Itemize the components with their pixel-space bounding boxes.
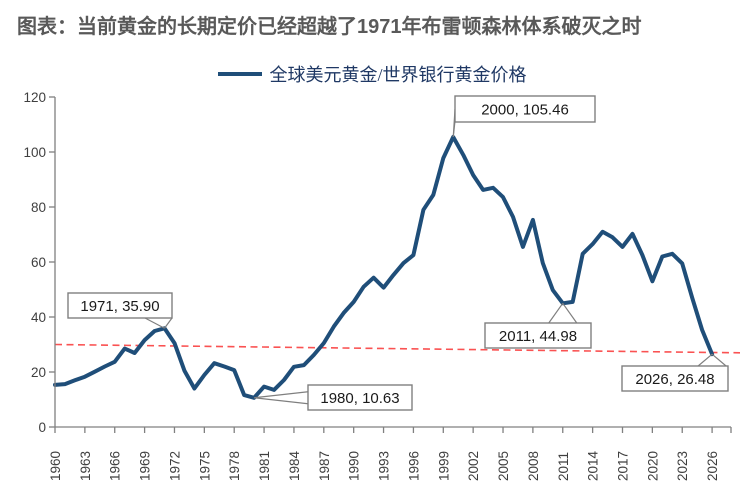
x-axis-tick-label: 1987 xyxy=(317,451,332,481)
callout-leader-line xyxy=(548,302,564,324)
trend-dashed-line xyxy=(54,343,741,354)
legend-line-swatch xyxy=(217,72,262,76)
x-axis-tick-label: 1960 xyxy=(48,451,63,481)
callout-box xyxy=(307,384,413,411)
y-axis-tick-label: 20 xyxy=(31,365,46,380)
x-axis-tick-label: 1978 xyxy=(227,451,242,481)
y-axis-tick-label: 40 xyxy=(31,310,46,325)
x-axis-tick-label: 2005 xyxy=(496,451,511,481)
y-axis-tick-label: 60 xyxy=(31,255,46,270)
callout-leader-line xyxy=(562,302,578,324)
callout-label: 2026, 26.48 xyxy=(635,371,714,388)
callout-label: 1980, 10.63 xyxy=(320,390,399,407)
callout-leader-line xyxy=(452,120,456,138)
series-line xyxy=(53,135,715,400)
x-axis-tick-label: 1966 xyxy=(108,451,123,481)
callout-leader-line xyxy=(254,391,309,399)
chart-legend: 全球美元黄金/世界银行黄金价格 xyxy=(0,62,744,86)
y-axis-tick-label: 0 xyxy=(38,420,46,435)
x-axis-tick-label: 1993 xyxy=(377,451,392,481)
x-axis-tick-label: 1975 xyxy=(197,451,212,481)
x-axis-tick-label: 1972 xyxy=(167,451,182,481)
y-axis-tick-label: 120 xyxy=(23,90,46,105)
chart-title: 图表：当前黄金的长期定价已经超越了1971年布雷顿森林体系破灭之时 xyxy=(17,16,642,38)
x-axis-tick-label: 1999 xyxy=(436,451,451,481)
x-axis-tick-label: 2008 xyxy=(526,451,541,481)
callout-box xyxy=(621,365,729,392)
x-axis-tick-label: 2023 xyxy=(675,451,690,481)
x-axis-tick-label: 1969 xyxy=(138,451,153,481)
callout-box xyxy=(484,322,592,349)
x-axis-tick-label: 1984 xyxy=(287,450,302,481)
x-axis-tick-label: 2017 xyxy=(615,451,630,481)
x-axis-tick-label: 1990 xyxy=(347,451,362,481)
x-axis-tick-label: 2011 xyxy=(556,452,571,481)
x-axis-tick-label: 1963 xyxy=(78,451,93,481)
callout-leader-line xyxy=(254,397,309,405)
callout-label: 1971, 35.90 xyxy=(80,298,159,315)
x-axis-tick-label: 2002 xyxy=(466,451,481,481)
callout-box xyxy=(454,95,596,123)
callout-box xyxy=(67,292,173,319)
callout-leader-line xyxy=(711,353,727,367)
x-axis-tick-label: 1981 xyxy=(257,451,272,481)
x-axis-tick-label: 2026 xyxy=(705,451,720,481)
callout-leader-line xyxy=(164,317,173,329)
callout-label: 2000, 105.46 xyxy=(481,102,569,119)
x-axis-tick-label: 1996 xyxy=(406,451,421,481)
callout-leader-line xyxy=(144,317,165,329)
y-axis-tick-label: 80 xyxy=(31,200,46,215)
legend-series-label: 全球美元黄金/世界银行黄金价格 xyxy=(269,65,527,85)
x-axis-tick-label: 2020 xyxy=(645,451,660,481)
callout-leader-line xyxy=(697,353,713,367)
callout-label: 2011, 44.98 xyxy=(499,328,577,345)
y-axis-tick-label: 100 xyxy=(23,145,46,160)
x-axis-tick-label: 2014 xyxy=(586,450,601,481)
